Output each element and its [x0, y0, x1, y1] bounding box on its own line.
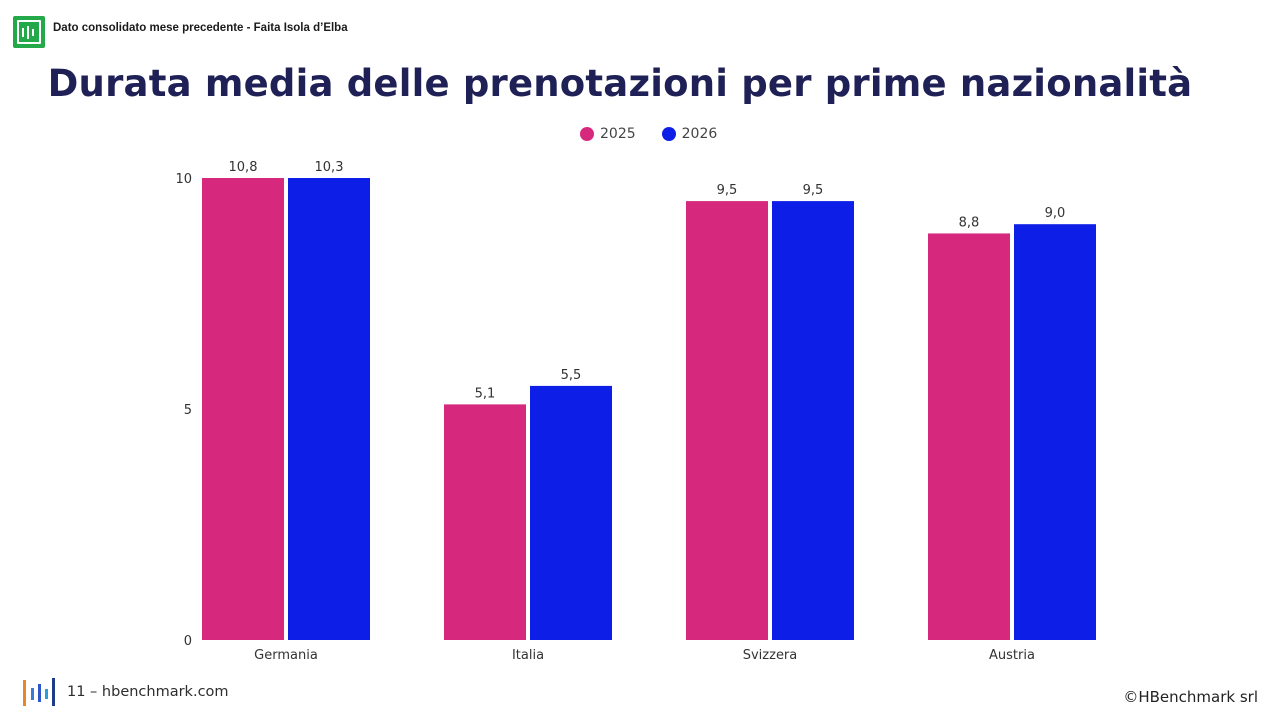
legend-item-2025: 2025 — [580, 126, 636, 142]
chart-legend: 2025 2026 — [580, 126, 717, 142]
hbenchmark-logo-icon — [23, 678, 55, 706]
page-caption: Dato consolidato mese precedente - Faita… — [53, 22, 348, 34]
footer-page-text: 11 – hbenchmark.com — [67, 684, 229, 700]
data-label: 10,8 — [229, 160, 258, 175]
bar-2026-italia — [530, 385, 612, 640]
bar-2026-austria — [1014, 224, 1096, 640]
y-tick-label: 10 — [175, 172, 192, 187]
x-category-label: Svizzera — [743, 648, 798, 663]
copyright-text: ©HBenchmark srl — [1123, 688, 1258, 706]
data-label: 10,3 — [315, 160, 344, 175]
x-category-label: Austria — [989, 648, 1035, 663]
brand-logo-icon — [13, 16, 45, 48]
data-label: 5,5 — [561, 368, 582, 383]
bar-2026-germania — [288, 178, 370, 640]
y-tick-label: 0 — [184, 634, 192, 649]
data-label: 9,5 — [717, 183, 738, 198]
bar-2026-svizzera — [772, 201, 854, 640]
legend-swatch-2026 — [661, 127, 676, 141]
legend-label-2025: 2025 — [600, 126, 636, 142]
data-label: 8,8 — [959, 215, 980, 230]
bar-2025-italia — [444, 404, 526, 640]
data-label: 9,5 — [803, 183, 824, 198]
bar-2025-germania — [202, 178, 284, 640]
legend-swatch-2025 — [580, 127, 594, 141]
data-label: 9,0 — [1045, 206, 1066, 221]
x-category-label: Italia — [512, 648, 544, 663]
data-label: 5,1 — [475, 386, 496, 401]
bar-2025-svizzera — [686, 201, 768, 640]
y-tick-label: 5 — [184, 403, 192, 418]
legend-item-2026: 2026 — [661, 126, 718, 142]
bar-2025-austria — [928, 233, 1010, 640]
page-title: Durata media delle prenotazioni per prim… — [47, 62, 1193, 105]
x-category-label: Germania — [254, 648, 318, 663]
legend-label-2026: 2026 — [681, 126, 718, 142]
